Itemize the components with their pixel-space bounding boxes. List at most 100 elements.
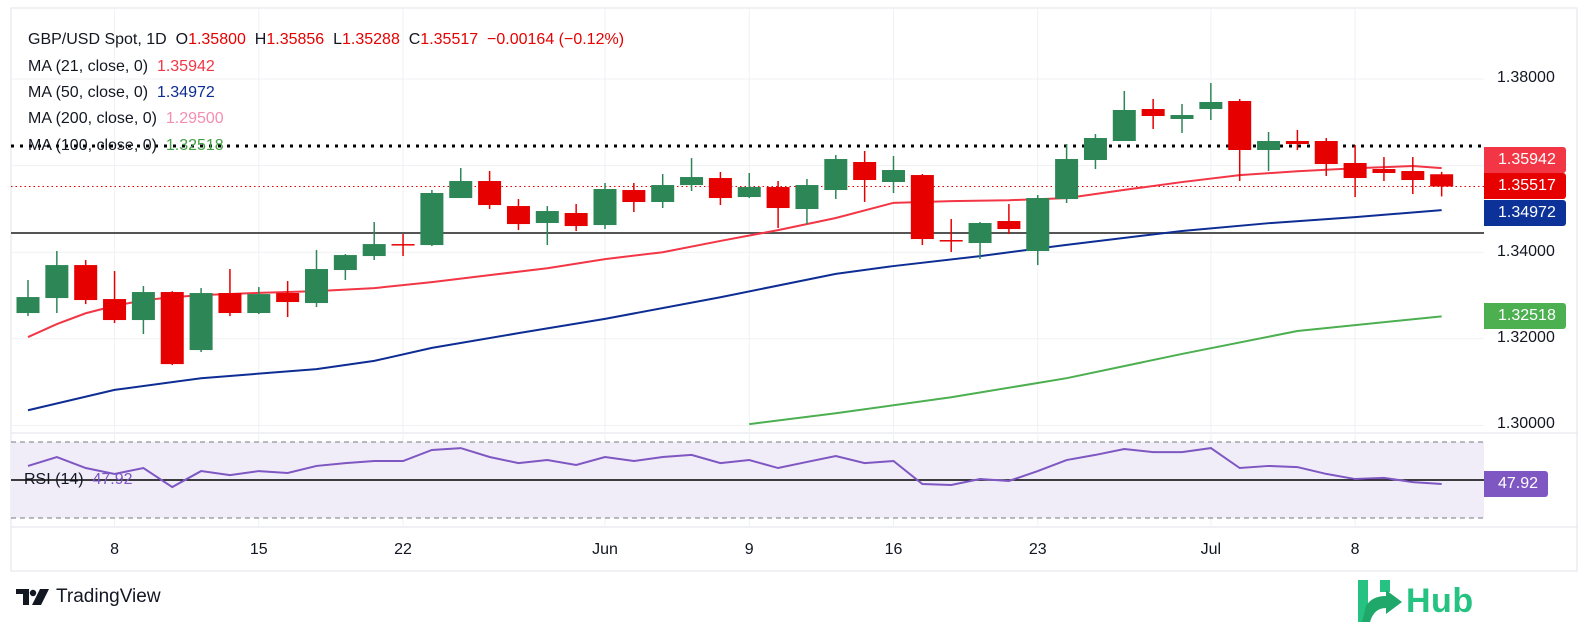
candle-body-down — [766, 187, 790, 209]
rsi-pane — [11, 441, 1484, 519]
candle-body-down — [74, 265, 98, 301]
candle-body-down — [1141, 109, 1165, 117]
tradingview-logo: TradingView — [16, 586, 161, 608]
ma100-value: 1.32518 — [165, 137, 224, 154]
candle-body-down — [910, 175, 934, 240]
candle-body-up — [131, 292, 155, 321]
ma50-value: 1.34972 — [156, 84, 215, 101]
ma21-label: MA (21, close, 0) — [28, 58, 149, 75]
ma50-price-badge: 1.34972 — [1484, 200, 1566, 226]
date-tick-label: 23 — [1028, 541, 1047, 558]
candle-body-down — [1372, 169, 1396, 174]
candle-body-down — [939, 240, 963, 242]
candle-body-down — [708, 178, 732, 199]
candle-body-up — [968, 223, 992, 244]
symbol-label: GBP/USD Spot, 1D — [28, 31, 167, 48]
candle-body-down — [218, 293, 242, 314]
low-value: 1.35288 — [342, 31, 400, 48]
candle-body-up — [1026, 198, 1050, 252]
ma200-value: 1.29500 — [165, 110, 224, 127]
ma50-label: MA (50, close, 0) — [28, 84, 149, 101]
candle-body-down — [276, 293, 300, 303]
price-tick: 1.30000 — [1497, 415, 1555, 432]
candles — [16, 82, 1454, 366]
candle-body-up — [247, 294, 271, 314]
date-tick-label: Jun — [592, 541, 618, 558]
legend-ma50[interactable]: MA (50, close, 0) 1.34972 — [28, 83, 215, 103]
candle-body-up — [333, 255, 357, 271]
candle-body-up — [1112, 110, 1136, 142]
date-tick-label: 8 — [1350, 541, 1360, 558]
date-tick-label: 9 — [744, 541, 754, 558]
high-value: 1.35856 — [266, 31, 325, 48]
horizontal-lines — [11, 144, 1484, 235]
date-tick-label: 22 — [394, 541, 412, 558]
close-value: 1.35517 — [420, 31, 479, 48]
date-tick-label: 8 — [110, 541, 119, 558]
candle-body-down — [1285, 141, 1309, 145]
tradingview-wordmark: TradingView — [56, 586, 161, 607]
candle-body-down — [853, 162, 877, 181]
candle-body-up — [1257, 141, 1281, 151]
candle-body-up — [593, 189, 617, 226]
low-label: L — [333, 31, 342, 48]
price-tick: 1.38000 — [1497, 69, 1555, 86]
date-tick-label: 16 — [884, 541, 903, 558]
candle-body-down — [564, 213, 588, 227]
ma21-price-badge: 1.35942 — [1484, 147, 1566, 173]
candle-body-down — [506, 206, 530, 225]
ma100-line — [749, 315, 1442, 426]
legend-ma200[interactable]: MA (200, close, 0) 1.29500 — [28, 109, 224, 129]
candle-body-down — [1401, 171, 1425, 181]
candle-body-up — [420, 193, 444, 246]
rsi-value-badge: 47.92 — [1484, 471, 1549, 497]
candle-body-up — [882, 170, 905, 183]
candle-body-down — [997, 221, 1021, 230]
candle-body-down — [160, 292, 184, 365]
tradingview-icon — [16, 589, 49, 605]
price-tick: 1.34000 — [1497, 243, 1555, 260]
ma100-label: MA (100, close, 0) — [28, 137, 157, 154]
candle-body-up — [795, 185, 819, 210]
candle-body-up — [737, 187, 761, 198]
rsi-value: 47.92 — [92, 471, 133, 488]
candle-body-up — [362, 244, 386, 257]
close-label: C — [408, 31, 421, 48]
candle-body-down — [1343, 163, 1367, 179]
candle-body-down — [391, 244, 415, 246]
price-tick: 1.32000 — [1497, 329, 1555, 346]
candle-body-up — [16, 297, 40, 314]
rsi-line — [27, 447, 1442, 489]
open-value: 1.35800 — [188, 31, 246, 48]
grid — [10, 7, 1578, 572]
ohlc-legend: GBP/USD Spot, 1D O1.35800 H1.35856 L1.35… — [28, 30, 624, 50]
chart-frame — [10, 7, 1578, 572]
candle-body-up — [1083, 138, 1107, 161]
change-value: −0.00164 (−0.12%) — [487, 31, 625, 48]
date-tick-label: Jul — [1200, 541, 1222, 558]
candle-body-up — [1055, 159, 1079, 200]
candle-body-up — [449, 181, 473, 199]
candle-body-down — [103, 299, 127, 321]
candle-body-up — [189, 293, 213, 351]
open-label: O — [175, 31, 189, 48]
ma200-label: MA (200, close, 0) — [28, 110, 157, 127]
date-tick-label: 15 — [249, 541, 268, 558]
candle-body-down — [1314, 141, 1338, 165]
high-label: H — [254, 31, 267, 48]
candle-body-up — [824, 159, 848, 191]
candle-body-up — [680, 177, 704, 186]
ma100-price-badge: 1.32518 — [1484, 303, 1566, 329]
candle-body-up — [45, 265, 69, 299]
candle-body-down — [478, 181, 502, 206]
candle-body-up — [535, 211, 559, 224]
candle-body-up — [1199, 101, 1223, 110]
ma50-line — [27, 209, 1442, 412]
rsi-label: RSI (14) — [24, 471, 84, 488]
candle-body-down — [622, 190, 646, 203]
legend-ma100[interactable]: MA (100, close, 0) 1.32518 — [28, 136, 224, 156]
ma21-value: 1.35942 — [156, 58, 215, 75]
rsi-legend[interactable]: RSI (14) 47.92 — [24, 470, 133, 490]
legend-ma21[interactable]: MA (21, close, 0) 1.35942 — [28, 57, 215, 77]
